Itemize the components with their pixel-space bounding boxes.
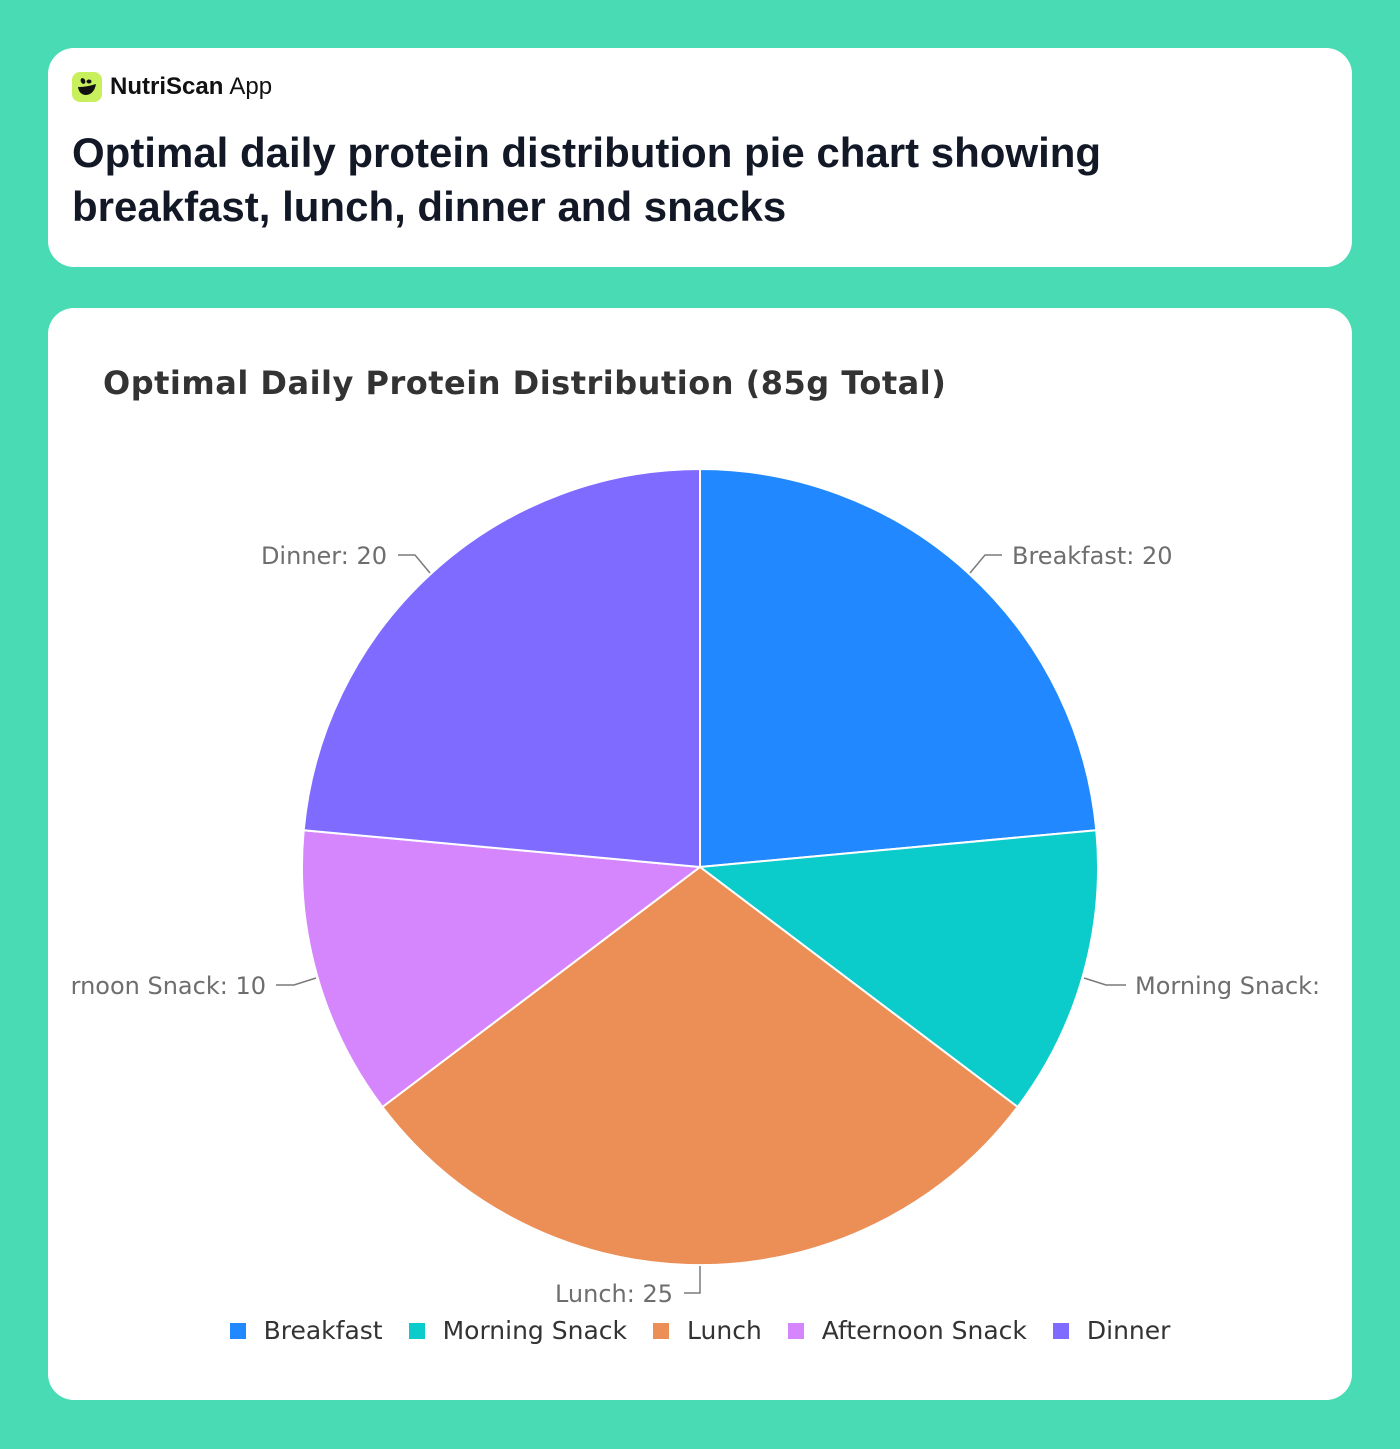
- legend-item-breakfast[interactable]: Breakfast: [229, 1316, 383, 1345]
- label-lunch: Lunch: 25: [555, 1280, 673, 1308]
- legend-item-morning-snack[interactable]: Morning Snack: [408, 1316, 628, 1345]
- legend-label: Breakfast: [263, 1316, 383, 1345]
- chart-card: Optimal Daily Protein Distribution (85g …: [48, 308, 1352, 1400]
- legend-swatch: [408, 1322, 425, 1339]
- slice-afternoon-snack[interactable]: [301, 829, 701, 1108]
- leader-lunch: [684, 1266, 701, 1294]
- pie-chart: Breakfast: 20 Morning Snack: Lunch: 25 r…: [71, 468, 1320, 1308]
- slice-lunch[interactable]: [381, 866, 1019, 1267]
- legend-item-afternoon-snack[interactable]: Afternoon Snack: [787, 1316, 1027, 1345]
- leader-breakfast: [969, 554, 1002, 574]
- slice-morning-snack[interactable]: [699, 829, 1099, 1108]
- label-afternoon-snack: rnoon Snack: 10: [71, 972, 266, 1000]
- legend-swatch: [1052, 1322, 1069, 1339]
- label-morning-snack: Morning Snack:: [1135, 972, 1320, 1000]
- label-dinner: Dinner: 20: [261, 542, 387, 570]
- leaf-bowl-icon: [72, 72, 102, 102]
- chart-legend: Breakfast Morning Snack Lunch Afternoon …: [48, 1316, 1352, 1345]
- leader-morning-snack: [1083, 977, 1126, 986]
- slice-breakfast[interactable]: [699, 468, 1098, 868]
- brand: NutriScan App: [72, 72, 272, 102]
- header-card: NutriScan App Optimal daily protein dist…: [48, 48, 1352, 267]
- app-name-suffix: App: [229, 73, 273, 100]
- chart-title: Optimal Daily Protein Distribution (85g …: [103, 364, 947, 402]
- legend-label: Afternoon Snack: [821, 1316, 1027, 1345]
- legend-label: Morning Snack: [442, 1316, 628, 1345]
- leader-afternoon-snack: [276, 977, 317, 986]
- leader-dinner: [398, 554, 431, 574]
- slice-dinner[interactable]: [302, 468, 701, 868]
- label-breakfast: Breakfast: 20: [1012, 542, 1173, 570]
- legend-label: Dinner: [1086, 1316, 1171, 1345]
- legend-item-lunch[interactable]: Lunch: [653, 1316, 762, 1345]
- app-name: NutriScan: [110, 73, 224, 100]
- legend-swatch: [229, 1322, 246, 1339]
- legend-swatch: [787, 1322, 804, 1339]
- legend-item-dinner[interactable]: Dinner: [1052, 1316, 1171, 1345]
- legend-swatch: [653, 1322, 670, 1339]
- legend-label: Lunch: [687, 1316, 762, 1345]
- page-title: Optimal daily protein distribution pie c…: [72, 129, 1102, 230]
